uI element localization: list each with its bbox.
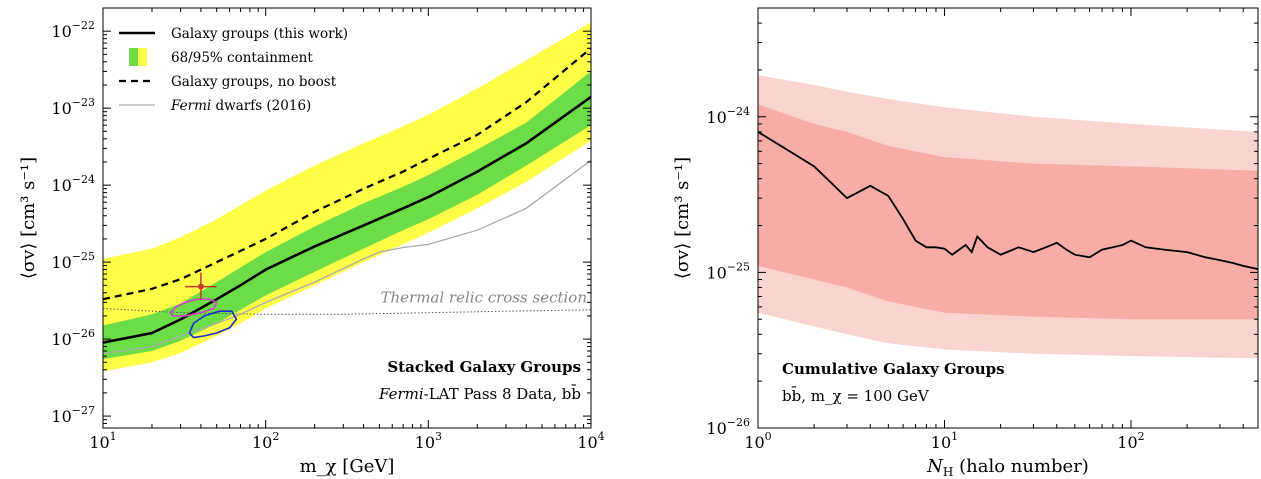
left-frame: [102, 7, 592, 429]
y-tick-label: 10−25: [51, 250, 95, 272]
x-tick-label-exp: 4: [598, 430, 605, 443]
legend-swatch-68: [129, 48, 138, 66]
y-tick-label-exp: −27: [72, 404, 95, 417]
y-tick-label-exp: −25: [727, 260, 750, 273]
relic-label: Thermal relic cross section: [380, 288, 587, 306]
y-tick-label: 10−23: [51, 96, 95, 118]
y-axis-label: ⟨σv⟩ [cm³ s⁻¹]: [672, 157, 693, 279]
y-tick-label-base: 10: [51, 176, 71, 195]
y-tick-label-base: 10: [51, 330, 71, 349]
fermi-dwarfs-line: [103, 159, 591, 355]
legend-label-text: 68/95% containment: [171, 50, 313, 66]
y-tick-label-base: 10: [706, 419, 726, 438]
legend-label-text: dwarfs (2016): [211, 98, 311, 114]
x-tick-label-base: 10: [252, 433, 272, 452]
x-tick-label: 102: [1117, 430, 1144, 452]
panel-subtitle-rest: -LAT Pass 8 Data, bb̄: [424, 385, 581, 403]
y-tick-label-base: 10: [706, 263, 726, 282]
y-tick-label: 10−25: [706, 260, 750, 282]
band-68: [103, 71, 591, 360]
x-axis-label-sub: H: [943, 465, 953, 479]
y-tick-label: 10−24: [706, 105, 750, 127]
y-tick-label-exp: −22: [72, 19, 95, 32]
galaxy-groups-line: [103, 95, 591, 344]
y-tick-label-exp: −23: [72, 96, 95, 109]
panel-subtitle-italic: Fermi: [378, 385, 424, 403]
x-axis-label-rest: (halo number): [953, 456, 1088, 477]
legend-label-text: Galaxy groups, no boost: [171, 74, 337, 90]
left-chart: 101 102 103 10410−2710−2610−2510−2410−2310−…: [18, 7, 605, 477]
legend-label: Fermi dwarfs (2016): [170, 98, 311, 114]
x-tick-label-exp: 3: [435, 430, 442, 443]
left-plot-area: [103, 22, 591, 372]
y-tick-label: 10−24: [51, 173, 95, 195]
y-tick-label-base: 10: [51, 407, 71, 426]
legend-label: Galaxy groups, no boost: [171, 74, 337, 90]
y-tick-label: 10−26: [51, 327, 95, 349]
x-tick-label-base: 10: [744, 433, 764, 452]
x-axis-label: NH (halo number): [926, 456, 1089, 479]
thermal-relic-line: [103, 308, 591, 315]
legend: Galaxy groups (this work) 68/95% containm…: [119, 26, 348, 114]
legend-label-italic: Fermi: [170, 98, 211, 114]
legend-label: 68/95% containment: [171, 50, 313, 66]
y-tick-label-base: 10: [51, 22, 71, 41]
y-tick-label-exp: −25: [72, 250, 95, 263]
panel-subtitle: Fermi-LAT Pass 8 Data, bb̄: [378, 385, 581, 403]
legend-label: Galaxy groups (this work): [171, 26, 348, 42]
legend-label-text: Galaxy groups (this work): [171, 26, 348, 42]
data-point: [197, 283, 204, 290]
x-tick-label: 103: [415, 430, 442, 452]
y-tick-label-base: 10: [51, 99, 71, 118]
x-tick-label-base: 10: [1117, 433, 1137, 452]
x-tick-label: 102: [252, 430, 279, 452]
y-tick-label-exp: −26: [727, 416, 750, 429]
right-plot-area: [758, 75, 1259, 359]
y-axis-label: ⟨σv⟩ [cm³ s⁻¹]: [18, 157, 39, 279]
panel-subtitle: bb̄, m_χ = 100 GeV: [782, 387, 930, 405]
y-tick-label: 10−26: [706, 416, 750, 438]
x-tick-label-base: 10: [415, 433, 435, 452]
x-tick-label-exp: 2: [1138, 430, 1145, 443]
x-tick-label-base: 10: [577, 433, 597, 452]
y-tick-label-base: 10: [51, 253, 71, 272]
x-tick-label: 101: [89, 430, 116, 452]
y-tick-label-exp: −24: [72, 173, 95, 186]
inner-band: [758, 104, 1258, 320]
x-tick-label-base: 10: [89, 433, 109, 452]
right-frame: [757, 7, 1259, 429]
no-boost-line: [103, 47, 591, 301]
x-tick-label-exp: 1: [110, 430, 117, 443]
cumulative-limit-line: [758, 131, 1259, 270]
x-axis-label-main: N: [926, 456, 944, 477]
x-tick-label: 100: [744, 430, 771, 452]
y-tick-label: 10−22: [51, 19, 95, 41]
x-tick-label-base: 10: [931, 433, 951, 452]
y-tick-label-exp: −26: [72, 327, 95, 340]
legend-swatch-95: [138, 48, 147, 66]
magenta-contour: [169, 298, 218, 317]
y-tick-label: 10−27: [51, 404, 95, 426]
y-tick-label-exp: −24: [727, 105, 750, 118]
x-tick-label-exp: 2: [272, 430, 279, 443]
x-tick-label-exp: 1: [951, 430, 958, 443]
x-tick-label-exp: 0: [765, 430, 772, 443]
x-tick-label: 101: [931, 430, 958, 452]
x-tick-label: 104: [577, 430, 604, 452]
y-tick-label-base: 10: [706, 108, 726, 127]
x-axis-label: m_χ [GeV]: [300, 456, 395, 477]
panel-title: Cumulative Galaxy Groups: [782, 360, 1005, 378]
panel-title: Stacked Galaxy Groups: [387, 358, 581, 376]
blue-contour: [188, 310, 238, 339]
